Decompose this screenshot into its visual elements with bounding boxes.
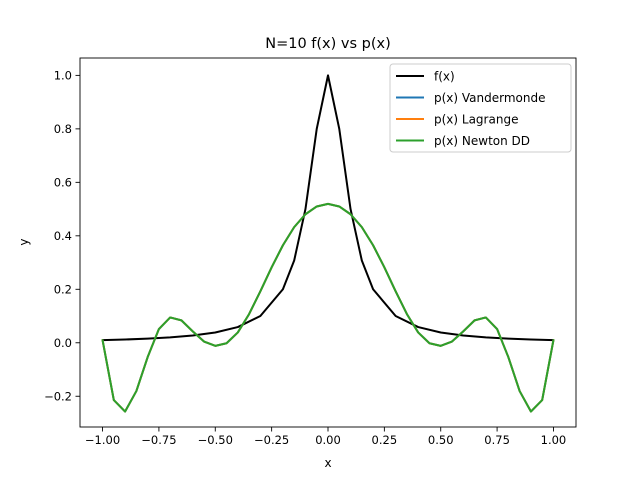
- legend-box: [389, 63, 572, 153]
- y-tick-label: 0.8: [54, 122, 72, 136]
- legend: f(x) p(x) Vandermonde p(x) Lagrange p(x) Ne…: [389, 63, 572, 153]
- y-axis-label: y: [17, 238, 31, 245]
- x-tick-label: −0.25: [254, 433, 289, 447]
- x-tick-label: 0.25: [372, 433, 398, 447]
- legend-label: p(x) Vandermonde: [434, 91, 546, 105]
- legend-label: f(x): [434, 70, 455, 84]
- y-tick-label: 0.6: [54, 175, 72, 189]
- x-tick-label: 1.00: [541, 433, 567, 447]
- y-tick-label: −0.2: [44, 389, 72, 403]
- x-axis-ticks: −1.00 −0.75 −0.50 −0.25 0.00 0.25 0.50 0.75 1.00: [85, 427, 566, 447]
- x-tick-label: −0.75: [141, 433, 176, 447]
- plot-lines: [101, 74, 555, 413]
- series-line-p-x-newton-dd: [101, 202, 555, 413]
- x-axis-label: x: [324, 456, 331, 470]
- legend-entries: f(x) p(x) Vandermonde p(x) Lagrange p(x) Ne…: [396, 70, 546, 148]
- x-tick-label: 0.50: [428, 433, 454, 447]
- series-line-f-x: [101, 74, 555, 342]
- chart-title: N=10 f(x) vs p(x): [265, 36, 391, 52]
- x-tick-label: 0.00: [315, 433, 341, 447]
- y-tick-label: 0.2: [54, 282, 72, 296]
- legend-label: p(x) Newton DD: [434, 134, 530, 148]
- y-axis-ticks: −0.2 0.0 0.2 0.4 0.6 0.8 1.0: [44, 68, 80, 403]
- y-tick-label: 0.0: [54, 336, 72, 350]
- x-tick-label: −0.50: [198, 433, 233, 447]
- y-tick-label: 0.4: [54, 229, 72, 243]
- x-tick-label: −1.00: [85, 433, 120, 447]
- x-tick-label: 0.75: [484, 433, 510, 447]
- y-tick-label: 1.0: [54, 68, 72, 82]
- legend-label: p(x) Lagrange: [434, 113, 518, 127]
